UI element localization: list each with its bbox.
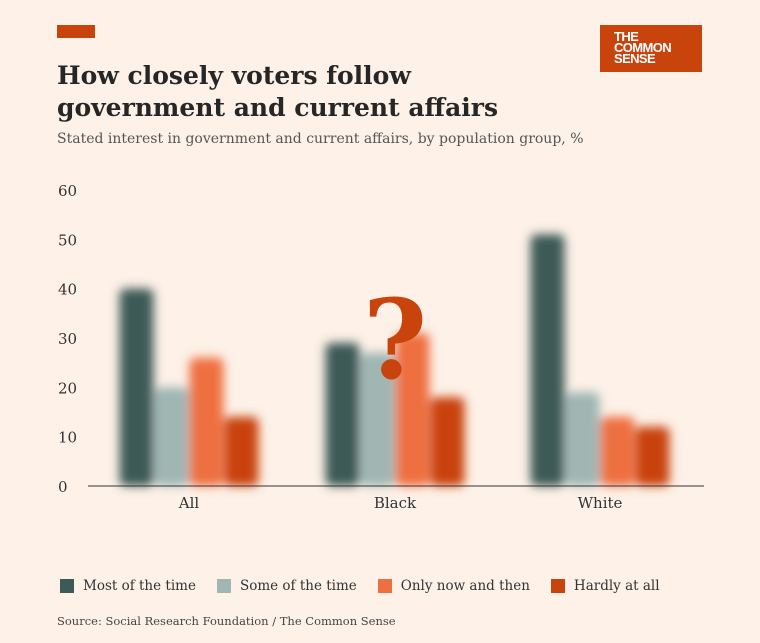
bar-white-1 (530, 234, 565, 486)
legend-label: Only now and then (400, 578, 530, 594)
x-tick-label: Black (374, 494, 417, 512)
y-tick-label: 0 (58, 478, 68, 496)
bar-black-4 (430, 397, 465, 486)
logo-line-2: COMMON (614, 40, 672, 55)
logo-line-1: THE (614, 29, 639, 44)
bar-group (119, 234, 670, 486)
bar-black-3 (395, 333, 430, 486)
y-tick-label: 10 (58, 429, 77, 447)
bar-white-2 (565, 392, 600, 486)
legend-label: Most of the time (83, 578, 196, 594)
chart-subtitle: Stated interest in government and curren… (57, 131, 584, 147)
y-tick-label: 20 (58, 379, 77, 397)
axes: 0 10 20 30 40 50 60 All Black White (58, 182, 704, 512)
y-tick-label: 60 (58, 182, 77, 200)
legend-item: Hardly at all (550, 578, 660, 594)
legend: Most of the time Some of the time Only n… (60, 578, 681, 594)
accent-bar (57, 25, 95, 38)
legend-swatch (377, 579, 392, 593)
bar-chart: 0 10 20 30 40 50 60 All Black White ? (58, 182, 704, 512)
x-tick-label: All (178, 494, 200, 512)
y-tick-label: 40 (58, 281, 77, 299)
legend-item: Some of the time (216, 578, 357, 594)
chart-title: How closely voters follow government and… (57, 61, 499, 122)
question-mark-overlay: ? (363, 275, 427, 404)
legend-label: Hardly at all (573, 578, 660, 594)
brand-logo: THE COMMON SENSE (600, 25, 702, 72)
bar-all-4 (224, 416, 259, 486)
legend-item: Most of the time (60, 578, 196, 594)
legend-swatch (550, 579, 565, 593)
legend-item: Only now and then (377, 578, 530, 594)
bar-white-4 (635, 426, 670, 486)
legend-swatch (216, 579, 231, 593)
bar-black-1 (325, 342, 360, 486)
y-tick-label: 50 (58, 231, 77, 249)
y-tick-label: 30 (58, 330, 77, 348)
legend-swatch (60, 579, 74, 593)
bar-white-3 (600, 416, 635, 486)
source-note: Source: Social Research Foundation / The… (57, 614, 396, 628)
bar-black-2 (360, 352, 395, 486)
logo-line-3: SENSE (614, 51, 656, 66)
bar-all-1 (119, 288, 154, 486)
legend-label: Some of the time (239, 578, 357, 594)
x-tick-label: White (578, 494, 623, 512)
bar-all-3 (189, 357, 224, 486)
bar-all-2 (154, 387, 189, 486)
